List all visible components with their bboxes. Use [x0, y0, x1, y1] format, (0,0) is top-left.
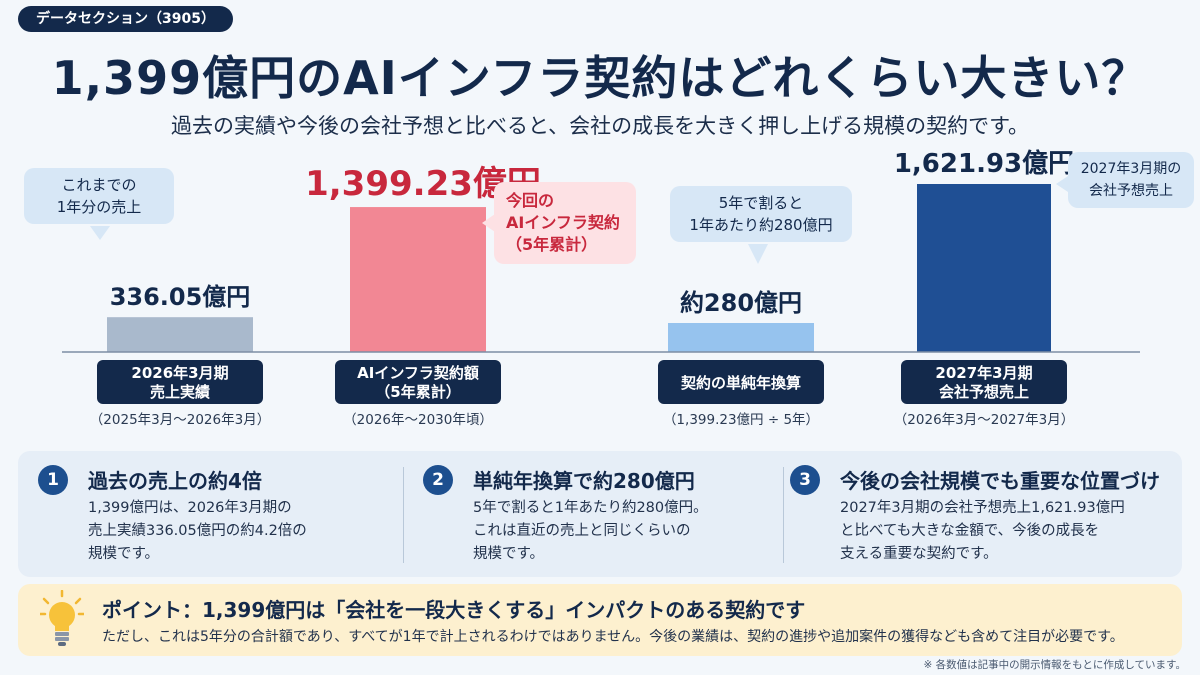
point-box: ポイント：1,399億円は「会社を一段大きくする」インパクトのある契約です ただ… [18, 584, 1182, 656]
bar [917, 184, 1051, 352]
category-label: 2026年3月期 [131, 364, 228, 382]
bar-value-label: 336.05億円 [110, 283, 251, 311]
category-period-label: （2025年3月～2026年3月） [90, 412, 270, 428]
bubble-tail [1056, 176, 1068, 192]
category-label: （5年累計） [375, 383, 460, 401]
category-label: 会社予想売上 [939, 383, 1029, 401]
bar [668, 322, 814, 352]
bar [350, 207, 486, 352]
card-number-badge: 1 [38, 465, 68, 495]
lightbulb-icon [40, 590, 84, 646]
category-label: 契約の単純年換算 [680, 374, 801, 392]
bar-chart: 336.05億円1,399.23億円約280億円1,621.93億円2026年3… [62, 149, 1140, 428]
card-title: 単純年換算で約280億円 [473, 469, 695, 493]
category-label: 売上実績 [150, 383, 210, 401]
category-period-label: （2026年3月～2027年3月） [894, 412, 1074, 428]
category-label-box [335, 360, 501, 404]
category-label: AIインフラ契約額 [357, 364, 479, 382]
summary-card-3: 3 今後の会社規模でも重要な位置づけ 2027年3月期の会社予想売上1,621.… [790, 451, 1182, 577]
section-tag: データセクション（3905） [18, 6, 233, 32]
category-label: 2027年3月期 [935, 364, 1032, 382]
annotation-bubble-actual: これまでの 1年分の売上 [24, 168, 174, 224]
bar-value-label: 約280億円 [680, 289, 802, 317]
bubble-tail [482, 214, 495, 232]
footnote: ※ 各数値は記事中の開示情報をもとに作成しています。 [923, 659, 1186, 671]
card-number-badge: 2 [423, 465, 453, 495]
card-title: 今後の会社規模でも重要な位置づけ [840, 469, 1160, 493]
page-subtitle: 過去の実績や今後の会社予想と比べると、会社の成長を大きく押し上げる規模の契約です… [170, 114, 1030, 138]
category-label-box [97, 360, 263, 404]
bar-value-label: 1,621.93億円 [894, 149, 1074, 179]
annotation-bubble-contract: 今回の AIインフラ契約 （5年累計） [494, 182, 636, 264]
annotation-bubble-forecast: 2027年3月期の 会社予想売上 [1068, 152, 1194, 208]
bubble-tail [90, 226, 110, 240]
page-title: 1,399億円のAIインフラ契約はどれくらい大きい？ [51, 51, 1149, 105]
card-body: 2027年3月期の会社予想売上1,621.93億円 と比べても大きな金額で、今後… [840, 500, 1125, 562]
summary-card-2: 2 単純年換算で約280億円 5年で割ると1年あたり約280億円。 これは直近の… [423, 451, 793, 577]
category-period-label: （1,399.23億円 ÷ 5年） [663, 412, 819, 428]
card-title: 過去の売上の約4倍 [88, 469, 262, 493]
summary-cards: 1 過去の売上の約4倍 1,399億円は、2026年3月期の 売上実績336.0… [18, 451, 1182, 577]
bubble-tail [748, 244, 768, 264]
card-body: 5年で割ると1年あたり約280億円。 これは直近の売上と同じくらいの 規模です。 [473, 500, 708, 562]
category-label-box [901, 360, 1067, 404]
summary-card-1: 1 過去の売上の約4倍 1,399億円は、2026年3月期の 売上実績336.0… [38, 451, 408, 577]
card-divider [783, 467, 784, 563]
card-divider [403, 467, 404, 563]
card-body: 1,399億円は、2026年3月期の 売上実績336.05億円の約4.2倍の 規… [88, 500, 307, 562]
annotation-bubble-annual: 5年で割ると 1年あたり約280億円 [670, 186, 852, 242]
point-body: ただし、これは5年分の合計額であり、すべてが1年で計上されるわけではありません。… [102, 629, 1124, 645]
point-title: ポイント：1,399億円は「会社を一段大きくする」インパクトのある契約です [102, 598, 806, 622]
category-period-label: （2026年～2030年頃） [343, 412, 493, 428]
category-label-box [658, 360, 824, 404]
card-number-badge: 3 [790, 465, 820, 495]
bar [107, 317, 253, 352]
